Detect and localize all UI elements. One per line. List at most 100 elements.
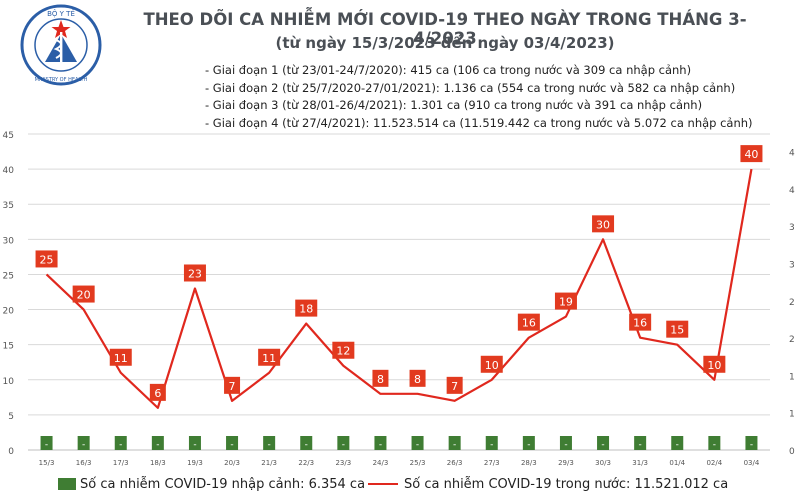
logo-text-bottom: MINISTRY OF HEALTH: [35, 77, 88, 83]
y-right-tick-label: 3: [789, 223, 795, 233]
data-label: 23: [188, 267, 202, 280]
phase-summary-list: - Giai đoạn 1 (từ 23/01-24/7/2020): 415 …: [205, 62, 753, 132]
data-label: 25: [40, 253, 54, 266]
imported-bar-label: -: [750, 440, 753, 450]
data-label: 40: [744, 148, 758, 161]
y-left-tick-label: 5: [8, 412, 14, 422]
imported-bar: [485, 436, 498, 450]
x-tick-label: 17/3: [113, 459, 129, 467]
y-left-tick-label: 20: [3, 307, 15, 317]
y-right-tick-label: 3: [789, 260, 795, 270]
data-label-box: [372, 369, 389, 387]
y-right-tick-label: 4: [789, 149, 795, 159]
imported-bar-label: -: [268, 440, 271, 450]
data-label: 7: [229, 380, 236, 393]
ministry-of-health-logo: BỘ Y TẾ MINISTRY OF HEALTH: [20, 4, 102, 86]
y-left-tick-label: 30: [3, 236, 15, 246]
x-tick-label: 31/3: [632, 459, 648, 467]
x-tick-label: 26/3: [447, 459, 463, 467]
data-label-box: [517, 313, 540, 331]
legend-domestic-label: Số ca nhiễm COVID-19 trong nước: 11.521.…: [404, 476, 729, 492]
x-tick-label: 19/3: [187, 459, 203, 467]
data-label-box: [72, 285, 95, 303]
imported-bar-label: -: [379, 440, 382, 450]
imported-bar-label: -: [639, 440, 642, 450]
data-label-box: [183, 264, 206, 282]
data-label-box: [480, 355, 503, 373]
imported-bar-label: -: [676, 440, 679, 450]
y-left-tick-label: 15: [3, 342, 14, 352]
legend-imported-label: Số ca nhiễm COVID-19 nhập cảnh: 6.354 ca: [80, 476, 366, 492]
chart-subtitle: (từ ngày 15/3/2023 đến ngày 03/4/2023): [275, 34, 615, 52]
imported-bar: [671, 436, 684, 450]
logo-text-top: BỘ Y TẾ: [47, 8, 75, 18]
imported-bar: [188, 436, 201, 450]
x-tick-label: 02/4: [706, 459, 722, 467]
data-label: 11: [114, 352, 128, 365]
data-label: 6: [154, 387, 161, 400]
data-label: 19: [559, 296, 573, 309]
imported-bar: [597, 436, 610, 450]
x-tick-label: 20/3: [224, 459, 240, 467]
data-label-box: [149, 383, 166, 401]
data-label: 16: [633, 317, 647, 330]
data-label: 11: [262, 352, 276, 365]
imported-bar: [226, 436, 239, 450]
imported-bar-label: -: [156, 440, 159, 450]
imported-bar-label: -: [490, 440, 493, 450]
data-label: 10: [485, 359, 499, 372]
legend-imported: Số ca nhiễm COVID-19 nhập cảnh: 6.354 ca: [58, 474, 365, 494]
y-right-tick-label: 2: [789, 335, 795, 345]
imported-bar-label: -: [119, 440, 122, 450]
y-left-tick-label: 45: [3, 131, 14, 141]
imported-bar: [77, 436, 90, 450]
x-tick-label: 25/3: [410, 459, 426, 467]
x-tick-label: 03/4: [744, 459, 760, 467]
data-label: 15: [670, 324, 684, 337]
y-left-tick-label: 0: [8, 447, 14, 457]
data-label-box: [629, 313, 652, 331]
imported-bar: [337, 436, 350, 450]
phase-2-item: - Giai đoạn 2 (từ 25/7/2020-27/01/2021):…: [205, 80, 736, 95]
data-label-box: [258, 348, 281, 366]
daily-cases-chart: 051015202530354045011223344-15/3-16/3-17…: [3, 131, 795, 467]
x-tick-label: 29/3: [558, 459, 574, 467]
data-label-box: [592, 215, 615, 233]
y-right-tick-label: 2: [789, 298, 795, 308]
phase-1-item: - Giai đoạn 1 (từ 23/01-24/7/2020): 415 …: [205, 63, 692, 77]
data-label-box: [740, 145, 763, 163]
data-label-box: [446, 376, 463, 394]
data-label: 18: [299, 303, 313, 316]
data-label: 8: [377, 373, 384, 386]
x-tick-label: 27/3: [484, 459, 500, 467]
x-tick-label: 21/3: [261, 459, 277, 467]
data-label: 16: [522, 317, 536, 330]
x-tick-label: 22/3: [298, 459, 314, 467]
x-tick-label: 01/4: [669, 459, 685, 467]
imported-bar-label: -: [305, 440, 308, 450]
imported-bar-label: -: [601, 440, 604, 450]
data-label-box: [295, 299, 318, 317]
data-label-box: [224, 376, 241, 394]
y-left-tick-label: 40: [3, 166, 15, 176]
data-label: 30: [596, 218, 610, 231]
imported-bar-label: -: [82, 440, 85, 450]
x-tick-label: 23/3: [335, 459, 351, 467]
x-tick-label: 15/3: [39, 459, 55, 467]
imported-bar: [411, 436, 424, 450]
imported-bar: [745, 436, 758, 450]
data-label: 7: [451, 380, 458, 393]
imported-bar-label: -: [416, 440, 419, 450]
y-left-tick-label: 25: [3, 271, 14, 281]
imported-bar: [708, 436, 721, 450]
imported-bar: [40, 436, 53, 450]
x-tick-label: 28/3: [521, 459, 537, 467]
chart-title: THEO DÕI CA NHIỄM MỚI COVID-19 THEO NGÀY…: [143, 10, 747, 48]
imported-bar: [300, 436, 313, 450]
data-label-box: [666, 320, 689, 338]
imported-bar-label: -: [713, 440, 716, 450]
data-label-box: [554, 292, 577, 310]
y-right-tick-label: 1: [789, 372, 795, 382]
data-label: 8: [414, 373, 421, 386]
imported-bar: [634, 436, 647, 450]
